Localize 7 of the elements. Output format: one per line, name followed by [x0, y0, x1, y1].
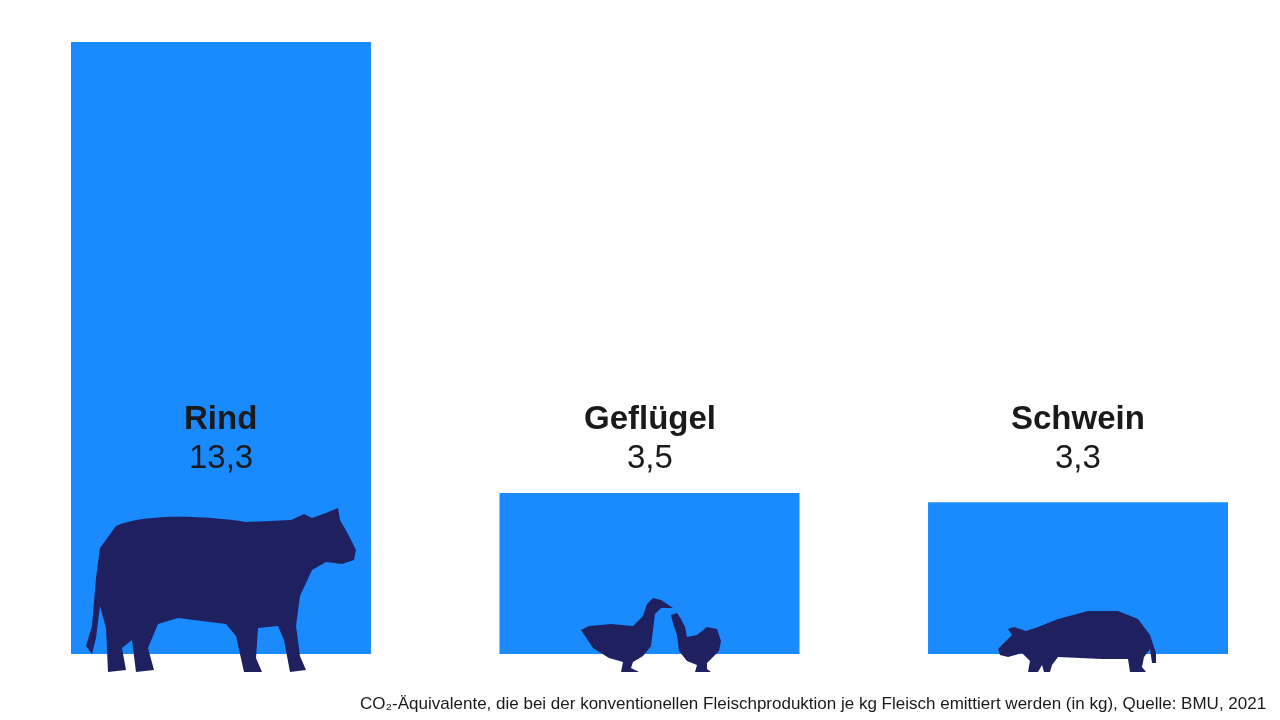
- data-label: 13,3: [189, 438, 254, 475]
- data-label: 3,5: [627, 438, 673, 475]
- data-label: 3,3: [1055, 438, 1101, 475]
- x-tick-label: Geflügel: [584, 399, 717, 436]
- x-tick-label: Schwein: [1011, 399, 1145, 436]
- text: CO₂-Äquivalente, die bei der konventionellen Fleischproduktion je kg Fleisch emittiert werden (in kg), Quelle: BMU, 2021: [360, 694, 1267, 713]
- x-tick-label: Rind: [184, 399, 258, 436]
